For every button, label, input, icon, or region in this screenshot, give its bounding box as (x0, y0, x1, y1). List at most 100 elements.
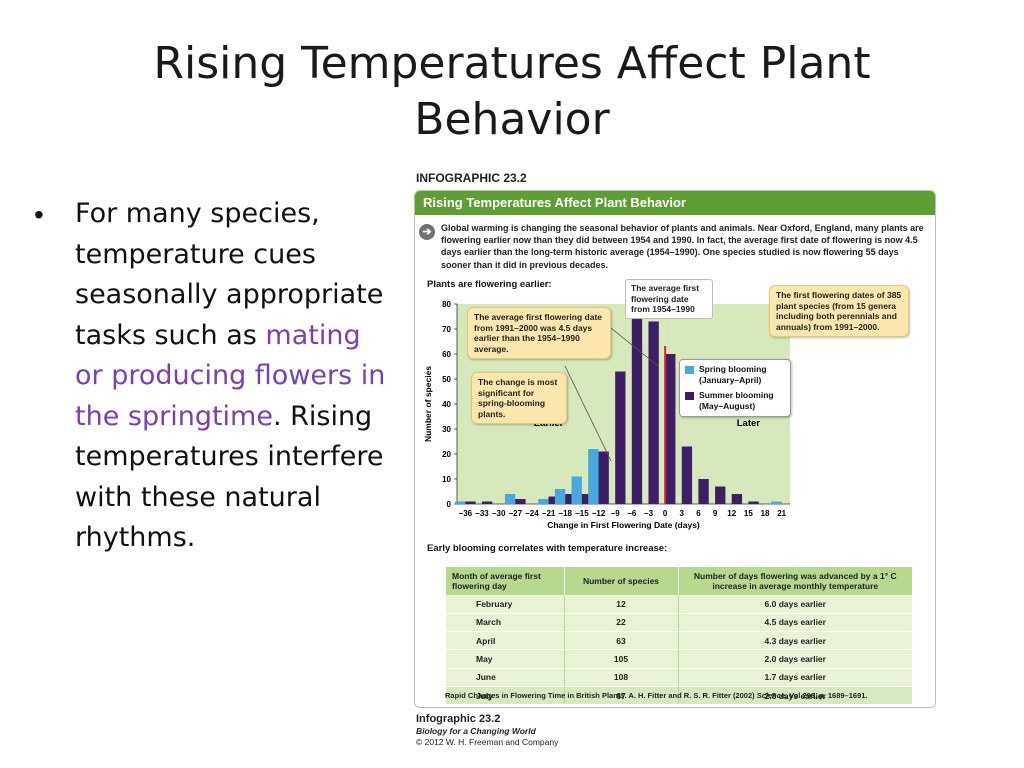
chart-title: Plants are flowering earlier: (427, 279, 552, 290)
x-tick-label: −27 (508, 509, 522, 518)
bullet-text: For many species, temperature cues seaso… (75, 194, 396, 559)
bar-spring (538, 499, 549, 504)
x-tick-label: −30 (492, 509, 506, 518)
bar-summer (665, 354, 676, 504)
bullet-text-end: . Rising temperatures interfere with the… (75, 400, 384, 554)
callout-spring-pointer (564, 365, 612, 462)
x-tick-label: −3 (644, 509, 654, 518)
bar-spring (554, 489, 566, 504)
y-tick-label: 40 (442, 400, 451, 409)
arrow-circle-icon: ➔ (419, 224, 435, 240)
bar-spring (455, 501, 466, 504)
bar-summer (615, 371, 626, 504)
x-tick-label: −12 (592, 509, 606, 518)
table-cell-days: 2.8 days earlier (678, 686, 912, 706)
table-row: March 22 4.5 days earlier (446, 613, 912, 633)
x-tick-label: −9 (611, 509, 621, 518)
x-tick-label: 12 (727, 509, 736, 518)
intro-text: Global warming is changing the seasonal … (441, 223, 924, 270)
table-cell-month: April (446, 631, 565, 651)
bar-summer (631, 316, 643, 504)
table-cell-days: 1.7 days earlier (678, 668, 912, 687)
x-tick-label: −15 (575, 509, 589, 518)
flowering-table: Month of average first flowering day Num… (446, 567, 912, 706)
bullet-text-highlight: mating or producing flowers in the sprin… (75, 319, 386, 432)
table-cell-species: 108 (564, 668, 679, 687)
infographic-header: Rising Temperatures Affect Plant Behavio… (415, 191, 935, 215)
y-tick-label: 0 (447, 500, 452, 509)
y-tick-label: 80 (442, 300, 451, 309)
x-tick-label: −21 (542, 509, 556, 518)
legend-item-summer: Summer blooming (May–August) (685, 390, 785, 412)
bar-summer (465, 501, 476, 504)
bar-spring (571, 476, 582, 504)
legend-label-summer: Summer blooming (May–August) (699, 390, 774, 411)
x-tick-label: 6 (696, 509, 701, 518)
slide-title: Rising Temperatures Affect Plant Behavio… (153, 38, 871, 145)
y-tick-label: 50 (442, 375, 451, 384)
bullet-point: • For many species, temperature cues sea… (34, 194, 396, 559)
legend-label-spring: Spring blooming (January–April) (699, 364, 767, 385)
x-tick-label: 0 (663, 509, 668, 518)
x-tick-label: −24 (525, 509, 539, 518)
bar-spring (504, 494, 516, 504)
x-tick-label: −36 (459, 509, 473, 518)
table-cell-days: 4.3 days earlier (678, 631, 912, 651)
y-tick-label: 70 (442, 325, 451, 334)
callout-spring-change: The change is most significant for sprin… (471, 372, 567, 424)
table-cell-species: 63 (564, 631, 679, 651)
bar-summer (731, 494, 743, 504)
x-tick-label: −33 (475, 509, 489, 518)
bar-summer (598, 451, 609, 504)
legend-swatch-summer (685, 392, 694, 400)
infographic-panel: Rising Temperatures Affect Plant Behavio… (414, 190, 936, 708)
infographic: INFOGRAPHIC 23.2 Rising Temperatures Aff… (414, 170, 936, 760)
x-tick-label: 18 (761, 509, 770, 518)
caption-title: Infographic 23.2 (416, 713, 501, 725)
chart-legend: Spring blooming (January–April) Summer b… (679, 359, 791, 417)
table-header-days: Number of days flowering was advanced by… (678, 567, 912, 595)
table-row: May 105 2.0 days earlier (446, 649, 912, 669)
callout-385-species: The first flowering dates of 385 plant s… (769, 285, 909, 337)
table-cell-species: 12 (564, 595, 679, 614)
x-tick-label: 3 (680, 509, 685, 518)
bullet-marker: • (34, 199, 44, 230)
citation-text: Rapid Changes in Flowering Time in Briti… (445, 691, 757, 700)
caption-copyright: © 2012 W. H. Freeman and Company (416, 737, 559, 747)
y-axis-label: Number of species (423, 366, 433, 442)
bar-summer (715, 486, 726, 504)
citation-volume: , Vol 296, p. 1689–1691. (785, 691, 868, 700)
bar-summer (565, 494, 576, 504)
legend-item-spring: Spring blooming (January–April) (685, 364, 785, 386)
table-cell-month: June (446, 668, 565, 687)
table-cell-species: 105 (564, 649, 679, 669)
citation-journal: Science (756, 691, 786, 700)
table-cell-days: 6.0 days earlier (678, 595, 912, 614)
y-tick-label: 10 (442, 475, 451, 484)
table-cell-month: March (446, 613, 565, 633)
x-tick-label: 9 (713, 509, 718, 518)
caption-book: Biology for a Changing World (416, 726, 536, 736)
bar-spring (771, 501, 782, 504)
bar-summer (581, 494, 593, 504)
table-row: April 63 4.3 days earlier (446, 631, 912, 651)
citation: Rapid Changes in Flowering Time in Briti… (445, 691, 868, 700)
table-row: February 12 6.0 days earlier (446, 595, 912, 614)
bar-summer (748, 501, 759, 504)
table-cell-month: February (446, 595, 565, 614)
table-header-species: Number of species (564, 567, 679, 595)
callout-average-date: The average first flowering date from 19… (467, 307, 611, 359)
x-tick-label: −6 (627, 509, 637, 518)
table-cell-month: May (446, 649, 565, 669)
bullet-text-start: For many species, temperature cues seaso… (75, 198, 384, 351)
bar-summer (515, 499, 526, 504)
table-title: Early blooming correlates with temperatu… (427, 543, 668, 554)
callout-historic-average: The average first flowering date from 19… (625, 279, 713, 319)
table-cell-days: 2.0 days earlier (678, 649, 912, 669)
bar-summer (481, 501, 493, 504)
bar-spring (588, 449, 599, 504)
infographic-label: INFOGRAPHIC 23.2 (416, 171, 527, 185)
bar-summer (698, 479, 709, 504)
y-tick-label: 60 (442, 350, 451, 359)
callout-avg-pointer (610, 327, 659, 367)
